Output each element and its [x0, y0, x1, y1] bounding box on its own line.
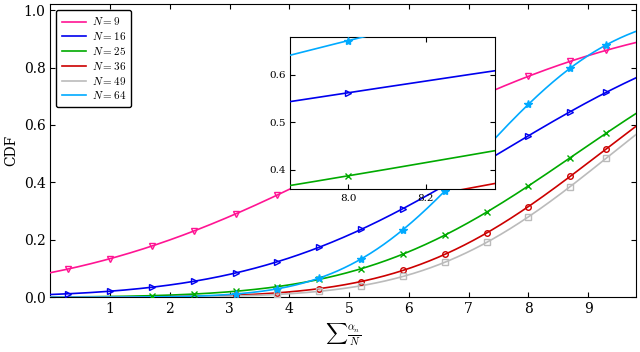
Line: $N = 16$: $N = 16$: [51, 78, 636, 295]
Line: $N = 9$: $N = 9$: [51, 43, 636, 273]
Line: $N = 49$: $N = 49$: [51, 135, 636, 297]
$N = 9$: [420, 120, 428, 125]
$N = 16$: [420, 195, 428, 200]
$N = 49$: [402, 274, 410, 278]
$N = 36$: [550, 186, 558, 190]
$N = 25$: [387, 257, 394, 261]
$N = 64$: [402, 225, 410, 230]
$N = 9$: [387, 137, 394, 141]
$N = 25$: [402, 251, 410, 255]
$N = 9$: [47, 271, 54, 275]
$N = 64$: [491, 137, 499, 141]
$N = 9$: [402, 129, 410, 133]
Legend: $N = 9$, $N = 16$, $N = 25$, $N = 36$, $N = 49$, $N = 64$: $N = 9$, $N = 16$, $N = 25$, $N = 36$, $…: [56, 10, 131, 107]
$N = 9$: [491, 88, 499, 92]
$N = 16$: [550, 118, 558, 122]
$N = 9$: [632, 40, 639, 45]
$N = 36$: [83, 295, 90, 299]
$N = 36$: [402, 268, 410, 272]
$N = 25$: [47, 295, 54, 299]
$N = 64$: [47, 295, 54, 299]
$N = 16$: [491, 154, 499, 158]
$N = 16$: [632, 76, 639, 80]
$N = 49$: [47, 295, 54, 299]
$N = 64$: [83, 295, 90, 299]
Line: $N = 36$: $N = 36$: [51, 126, 636, 297]
$N = 36$: [491, 226, 499, 231]
$N = 9$: [83, 263, 90, 267]
$N = 36$: [420, 261, 428, 265]
$N = 49$: [83, 295, 90, 299]
$N = 25$: [491, 205, 499, 209]
$N = 64$: [550, 78, 558, 83]
$N = 36$: [47, 295, 54, 299]
Line: $N = 25$: $N = 25$: [51, 114, 636, 297]
$N = 25$: [83, 295, 90, 299]
$N = 16$: [47, 293, 54, 297]
Y-axis label: CDF: CDF: [4, 135, 18, 166]
$N = 16$: [387, 213, 394, 217]
Line: $N = 64$: $N = 64$: [51, 31, 636, 297]
$N = 25$: [550, 166, 558, 170]
$N = 64$: [420, 210, 428, 214]
$N = 49$: [387, 278, 394, 282]
$N = 25$: [632, 112, 639, 116]
$N = 49$: [550, 196, 558, 201]
$N = 25$: [420, 243, 428, 247]
$N = 36$: [387, 272, 394, 276]
$N = 49$: [632, 133, 639, 137]
$N = 49$: [491, 236, 499, 240]
$N = 16$: [83, 291, 90, 295]
$N = 64$: [387, 238, 394, 242]
X-axis label: $\sum \frac{\alpha_n}{N}$: $\sum \frac{\alpha_n}{N}$: [325, 322, 361, 348]
$N = 36$: [632, 124, 639, 128]
$N = 49$: [420, 268, 428, 272]
$N = 9$: [550, 64, 558, 69]
$N = 64$: [632, 29, 639, 33]
$N = 16$: [402, 205, 410, 209]
